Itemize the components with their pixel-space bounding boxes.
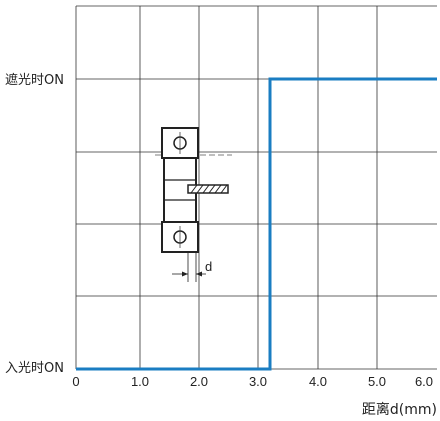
y-label-shaded-on: 遮光时ON [5,72,64,88]
shutter-plate [187,184,229,194]
sensor-diagram: d [155,127,232,282]
x-tick-label: 2.0 [190,374,208,389]
series-line [76,77,437,371]
x-tick-label: 1.0 [131,374,149,389]
x-tick-label: 6.0 [415,374,433,389]
x-tick-label: 5.0 [368,374,386,389]
x-ticks: 0 1.0 2.0 3.0 4.0 5.0 6.0 [72,374,433,389]
grid [75,5,437,370]
x-tick-label: 0 [72,374,79,389]
x-tick-label: 3.0 [249,374,267,389]
x-axis-label: 距离d(mm) [362,401,437,418]
dimension-label-d: d [205,259,212,274]
y-label-light-on: 入光时ON [5,361,64,376]
x-tick-label: 4.0 [309,374,327,389]
